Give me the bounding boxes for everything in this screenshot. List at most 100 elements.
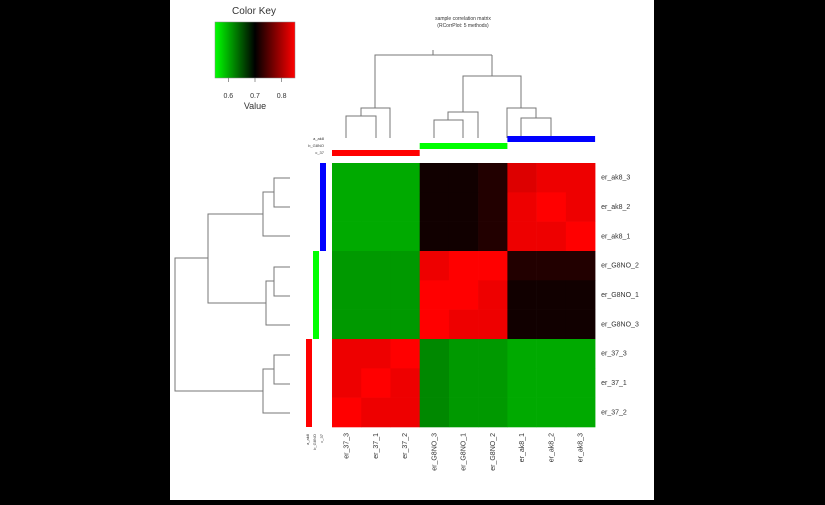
column-side-color-bar: [419, 143, 508, 149]
heatmap-cell: [536, 309, 567, 340]
heatmap-cell: [478, 339, 508, 369]
heatmap-cell: [565, 368, 596, 398]
heatmap-cell: [419, 221, 450, 252]
heatmap-cell: [448, 368, 479, 398]
heatmap-cell: [390, 309, 420, 340]
heatmap-cell: [536, 163, 567, 193]
heatmap-cell: [536, 368, 567, 398]
heatmap-cell: [419, 280, 450, 310]
heatmap-cell: [565, 280, 596, 310]
row-side-colors: [306, 163, 326, 427]
heatmap-cell: [507, 280, 537, 310]
row-sidebar-label: b_G8NO: [312, 434, 317, 450]
heatmap-cell: [332, 309, 362, 340]
row-label: er_37_3: [601, 351, 627, 358]
column-label: er_37_2: [402, 433, 409, 459]
column-label: er_37_1: [373, 433, 380, 459]
heatmap-cell: [419, 192, 450, 222]
column-sidebar-labels: a_ak8 b_G8NO c_37: [308, 136, 325, 155]
column-label: er_G8NO_1: [461, 433, 468, 471]
column-sidebar-label: a_ak8: [313, 136, 325, 141]
column-label: er_ak8_2: [548, 433, 555, 462]
heatmap-cell: [565, 397, 596, 428]
heatmap-cell: [448, 221, 479, 252]
heatmap-cell: [332, 368, 362, 398]
heatmap-cell: [536, 397, 567, 428]
heatmap-cell: [478, 397, 508, 428]
heatmap-cell: [478, 309, 508, 340]
heatmap-cell: [536, 339, 567, 369]
heatmap-cell: [361, 221, 391, 252]
heatmap-cell: [332, 251, 362, 281]
row-side-color-bar: [313, 251, 319, 339]
column-sidebar-label: b_G8NO: [308, 143, 324, 148]
heatmap-cell: [361, 309, 391, 340]
row-label: er_G8NO_3: [601, 321, 639, 328]
heatmap-cell: [565, 339, 596, 369]
heatmap-cell: [361, 368, 391, 398]
heatmap-cell: [448, 251, 479, 281]
heatmap-cell: [332, 339, 362, 369]
column-side-color-bar: [507, 136, 596, 142]
column-label: er_ak8_1: [519, 433, 526, 462]
heatmap-cell: [565, 163, 596, 193]
heatmap-cell: [361, 163, 391, 193]
heatmap-cell: [565, 192, 596, 222]
column-label: er_G8NO_2: [490, 433, 497, 471]
heatmap-cell: [361, 280, 391, 310]
row-dendrogram: [174, 177, 290, 414]
heatmap-cell: [478, 280, 508, 310]
heatmap-cell: [448, 339, 479, 369]
heatmap-cell: [390, 163, 420, 193]
heatmap-cell: [390, 339, 420, 369]
heatmap-cell: [536, 192, 567, 222]
color-key-ticks: 0.6 0.7 0.8: [223, 78, 287, 100]
column-label: er_ak8_3: [577, 433, 584, 462]
heatmap-cell: [536, 251, 567, 281]
heatmap-cell: [565, 309, 596, 340]
heatmap-cell: [390, 280, 420, 310]
color-key-tick-label: 0.7: [250, 93, 260, 100]
heatmap-chart: sample correlation matrix (RCorrPlot: 5 …: [174, 6, 639, 471]
heatmap-cell: [448, 397, 479, 428]
column-sidebar-label: c_37: [315, 150, 324, 155]
heatmap-cell: [448, 192, 479, 222]
heatmap-cell: [419, 368, 450, 398]
heatmap-cell: [536, 280, 567, 310]
chart-title: sample correlation matrix: [435, 16, 491, 22]
heatmap-cell: [478, 192, 508, 222]
heatmap-cell: [507, 251, 537, 281]
chart-canvas: sample correlation matrix (RCorrPlot: 5 …: [170, 0, 654, 500]
row-label: er_ak8_1: [601, 233, 630, 240]
heatmap-cell: [507, 192, 537, 222]
heatmap-cell: [390, 397, 420, 428]
heatmap-cell: [361, 397, 391, 428]
heatmap-cell: [448, 280, 479, 310]
color-key-xlabel: Value: [244, 101, 266, 111]
heatmap-cell: [361, 339, 391, 369]
color-key-gradient: [214, 21, 296, 79]
heatmap-cell: [507, 397, 537, 428]
column-side-colors: [332, 136, 596, 156]
heatmap-cell: [390, 221, 420, 252]
column-label: er_37_3: [344, 433, 351, 459]
heatmap-cell: [478, 368, 508, 398]
color-key-tick-label: 0.8: [277, 93, 287, 100]
heatmap-cell: [419, 339, 450, 369]
heatmap-cell: [419, 309, 450, 340]
heatmap-cell: [507, 368, 537, 398]
color-key-title: Color Key: [232, 6, 276, 17]
row-side-color-bar: [320, 163, 326, 251]
color-key: Color Key 0.6 0.7 0.8 Value: [214, 6, 296, 111]
row-side-color-bar: [306, 339, 312, 427]
heatmap-cell: [390, 251, 420, 281]
heatmap-cell: [332, 192, 362, 222]
heatmap-cell: [332, 280, 362, 310]
row-label: er_ak8_2: [601, 204, 630, 211]
heatmap-cell: [419, 163, 450, 193]
heatmap-cell: [332, 163, 362, 193]
row-sidebar-labels: a_ak8 b_G8NO c_37: [305, 433, 324, 450]
heatmap-cell: [448, 163, 479, 193]
column-dendrogram: [345, 50, 552, 138]
heatmap-cell: [419, 397, 450, 428]
